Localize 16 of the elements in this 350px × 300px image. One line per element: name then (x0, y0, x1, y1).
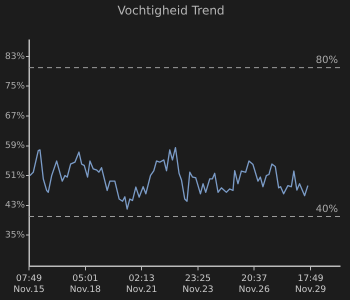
y-tick-label: 83% (4, 52, 26, 62)
x-tick-label: 23:25 Nov.23 (182, 274, 214, 295)
ref-line-label: 40% (316, 204, 338, 216)
x-tick-label: 20:37 Nov.26 (238, 274, 270, 295)
y-tick-label: 51% (4, 170, 26, 181)
x-tick-label: 02:13 Nov.21 (126, 274, 158, 295)
x-tick-label: 07:49 Nov.15 (13, 274, 45, 295)
ref-line-label: 80% (316, 55, 338, 66)
x-tick-label: 05:01 Nov.18 (70, 274, 102, 295)
y-tick-label: 35% (4, 230, 26, 240)
x-tick-label: 17:49 Nov.29 (294, 274, 326, 295)
y-tick-label: 75% (4, 82, 26, 92)
y-tick-label: 67% (4, 111, 26, 122)
chart-title: Vochtigheid Trend (117, 3, 225, 18)
y-tick-label: 43% (4, 200, 26, 211)
y-tick-label: 59% (4, 141, 26, 152)
